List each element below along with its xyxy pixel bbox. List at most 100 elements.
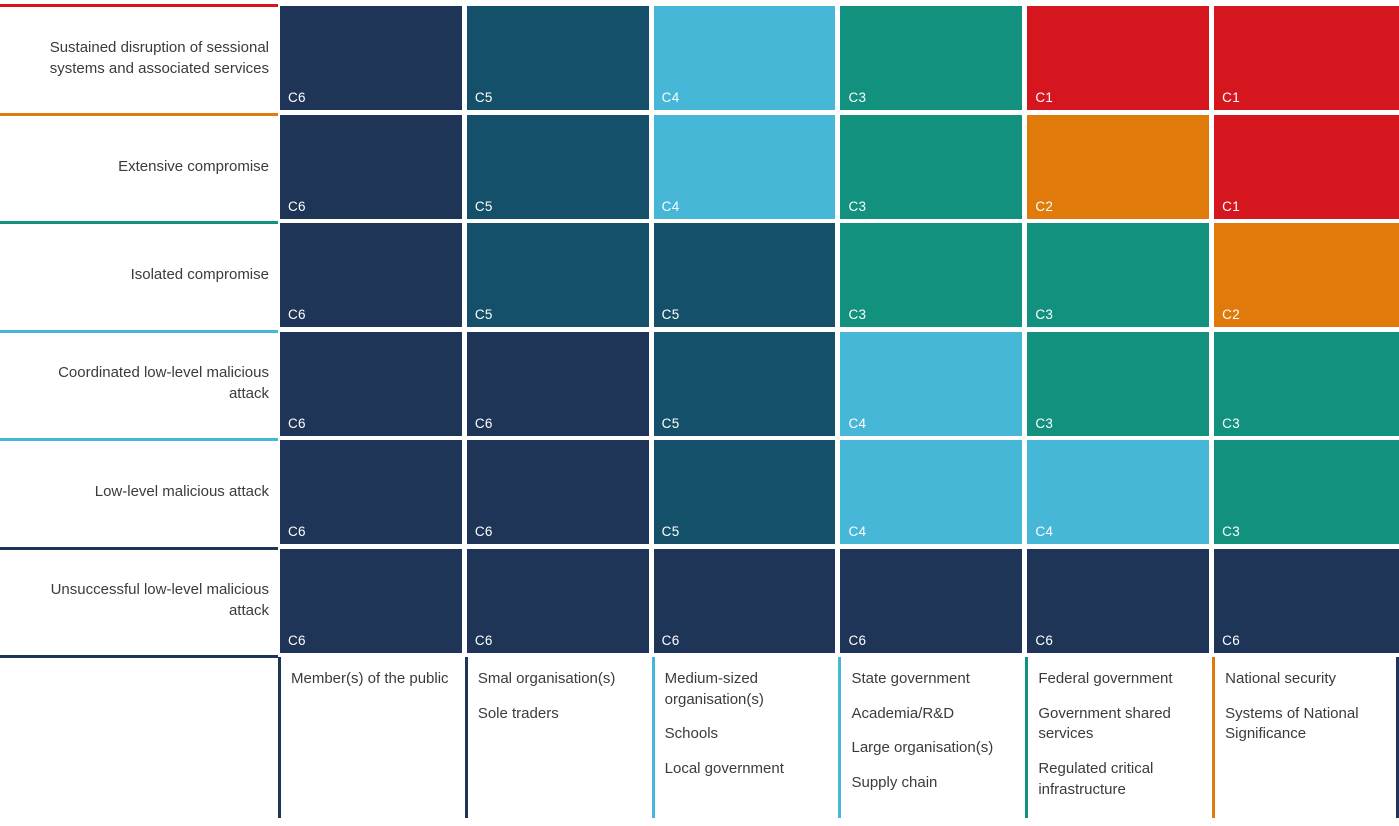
cell-category-label: C3 bbox=[1222, 415, 1241, 431]
column-label-item: Schools bbox=[664, 725, 719, 743]
matrix-cell-r3-c1: C6 bbox=[280, 223, 462, 327]
matrix-cell-r3-c2: C5 bbox=[466, 223, 649, 327]
column-label-6: National security Systems of National Sig… bbox=[1212, 655, 1399, 826]
column-label-item: Supply chain bbox=[851, 774, 938, 792]
column-label-item: National security bbox=[1225, 670, 1337, 687]
cell-category-label: C4 bbox=[1035, 524, 1054, 539]
matrix-cell-r3-c4: C3 bbox=[840, 223, 1023, 327]
cell-category-label: C1 bbox=[1222, 90, 1241, 105]
cell-category-label: C4 bbox=[848, 524, 867, 539]
matrix-cell-r5-c5: C4 bbox=[1027, 440, 1210, 544]
matrix-cell-r2-c6: C1 bbox=[1214, 114, 1399, 219]
matrix-cell-r4-c1: C6 bbox=[280, 331, 462, 436]
matrix-cell-r2-c1: C6 bbox=[280, 114, 462, 219]
cell-category-label: C3 bbox=[1222, 524, 1241, 539]
matrix-cell-r5-c1: C6 bbox=[280, 440, 462, 544]
matrix-cell-r3-c5: C3 bbox=[1027, 223, 1210, 327]
cell-category-label: C2 bbox=[1035, 198, 1054, 214]
matrix-cell-r1-c1: C6 bbox=[280, 6, 462, 110]
cell-category-label: C2 bbox=[1222, 307, 1241, 322]
column-label-item: Academia/R&D bbox=[851, 704, 955, 722]
row-label-text: Unsuccessful low-level malicious attack bbox=[50, 581, 269, 620]
row-label-4: Coordinated low-level malicious attack bbox=[0, 329, 278, 439]
cell-category-label: C6 bbox=[848, 632, 867, 648]
cell-category-label: C5 bbox=[474, 307, 493, 322]
matrix-cell-r6-c2: C6 bbox=[466, 548, 649, 653]
cell-category-label: C5 bbox=[474, 90, 493, 105]
cell-category-label: C3 bbox=[848, 198, 867, 214]
column-label-2: Smal organisation(s) Sole traders bbox=[464, 655, 652, 826]
cell-category-label: C1 bbox=[1035, 90, 1054, 105]
matrix-cell-r4-c4: C4 bbox=[840, 331, 1023, 436]
cell-category-label: C5 bbox=[474, 198, 493, 214]
column-label-item: Medium-sized organisation(s) bbox=[664, 670, 764, 708]
cell-category-label: C6 bbox=[288, 524, 306, 539]
row-label-text: Low-level malicious attack bbox=[94, 483, 269, 501]
row-label-1: Sustained disruption of sessional system… bbox=[0, 4, 278, 113]
matrix-cell-r4-c2: C6 bbox=[466, 331, 649, 436]
column-label-item: Government shared services bbox=[1038, 704, 1171, 743]
matrix-cell-r1-c6: C1 bbox=[1214, 6, 1399, 110]
row-label-5: Low-level malicious attack bbox=[0, 438, 278, 547]
cell-category-label: C4 bbox=[848, 415, 867, 431]
cell-category-label: C5 bbox=[661, 524, 680, 539]
column-label-item: Member(s) of the public bbox=[291, 670, 449, 687]
corner-cell bbox=[0, 655, 278, 826]
matrix-cell-r6-c5: C6 bbox=[1027, 548, 1210, 653]
matrix-cell-r4-c5: C3 bbox=[1027, 331, 1210, 436]
matrix-cell-r2-c2: C5 bbox=[466, 114, 649, 219]
column-label-item: Smal organisation(s) bbox=[477, 670, 616, 687]
column-label-item: Large organisation(s) bbox=[851, 739, 994, 757]
cell-category-label: C1 bbox=[1222, 198, 1241, 214]
cell-category-label: C4 bbox=[661, 198, 680, 214]
matrix-cell-r6-c4: C6 bbox=[840, 548, 1023, 653]
cell-category-label: C6 bbox=[661, 632, 680, 648]
cell-category-label: C3 bbox=[848, 307, 867, 322]
matrix-cell-r4-c3: C5 bbox=[653, 331, 836, 436]
matrix-cell-r1-c2: C5 bbox=[466, 6, 649, 110]
row-label-text: Sustained disruption of sessional system… bbox=[49, 38, 269, 77]
cell-category-label: C3 bbox=[1035, 307, 1054, 322]
matrix-cell-r4-c6: C3 bbox=[1214, 331, 1399, 436]
column-label-item: Local government bbox=[664, 760, 784, 778]
column-label-item: Systems of National Significance bbox=[1225, 704, 1359, 743]
cell-category-label: C4 bbox=[661, 90, 680, 105]
column-label-item: Federal government bbox=[1038, 670, 1173, 687]
matrix-cell-r5-c6: C3 bbox=[1214, 440, 1399, 544]
column-label-5: Federal government Government shared serv… bbox=[1025, 655, 1212, 826]
cell-category-label: C6 bbox=[1222, 632, 1241, 648]
row-label-text: Coordinated low-level malicious attack bbox=[58, 364, 269, 403]
column-label-item: Regulated critical infrastructure bbox=[1038, 760, 1154, 798]
matrix-cell-r1-c5: C1 bbox=[1027, 6, 1210, 110]
matrix-cell-r2-c4: C3 bbox=[840, 114, 1023, 219]
row-label-3: Isolated compromise bbox=[0, 221, 278, 330]
cell-category-label: C5 bbox=[661, 307, 680, 322]
row-label-6: Unsuccessful low-level malicious attack bbox=[0, 546, 278, 656]
matrix-cell-r6-c1: C6 bbox=[280, 548, 462, 653]
cell-category-label: C3 bbox=[848, 90, 867, 105]
cell-category-label: C5 bbox=[661, 415, 680, 431]
matrix-cell-r3-c6: C2 bbox=[1214, 223, 1399, 327]
cell-category-label: C6 bbox=[474, 415, 493, 431]
column-label-item: Sole traders bbox=[477, 704, 559, 722]
cell-category-label: C6 bbox=[288, 307, 306, 322]
column-label-4: State government Academia/R&D Large organi… bbox=[838, 655, 1025, 826]
matrix-cell-r2-c5: C2 bbox=[1027, 114, 1210, 219]
matrix-cell-r6-c6: C6 bbox=[1214, 548, 1399, 653]
column-label-1: Member(s) of the public bbox=[278, 655, 465, 826]
column-label-item: State government bbox=[851, 670, 970, 687]
matrix-cell-r5-c2: C6 bbox=[466, 440, 649, 544]
row-label-2: Extensive compromise bbox=[0, 112, 278, 222]
matrix-cell-r5-c3: C5 bbox=[653, 440, 836, 544]
matrix-cell-r1-c3: C4 bbox=[653, 6, 836, 110]
cell-category-label: C6 bbox=[474, 524, 493, 539]
row-label-text: Isolated compromise bbox=[130, 266, 269, 284]
cell-category-label: C6 bbox=[288, 90, 306, 105]
cell-category-label: C6 bbox=[288, 632, 306, 648]
cell-category-label: C6 bbox=[288, 415, 306, 431]
cell-category-label: C6 bbox=[1035, 632, 1054, 648]
row-label-text: Extensive compromise bbox=[118, 157, 269, 175]
matrix-cell-r3-c3: C5 bbox=[653, 223, 836, 327]
cell-category-label: C3 bbox=[1035, 415, 1054, 431]
matrix-cell-r5-c4: C4 bbox=[840, 440, 1023, 544]
